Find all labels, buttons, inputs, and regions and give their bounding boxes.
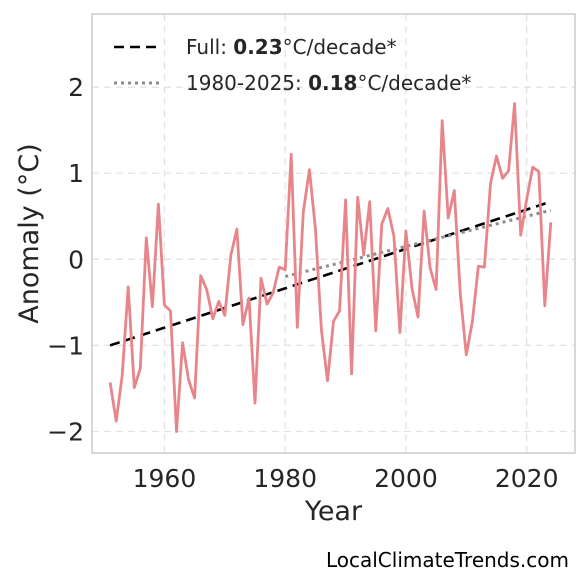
trend-lines	[109, 200, 552, 347]
y-tick-label: 1	[68, 159, 84, 188]
recent-trend-line	[284, 208, 552, 278]
full-trend-line	[109, 200, 552, 347]
y-tick-label: 2	[68, 73, 84, 102]
y-axis-label: Anomaly (°C)	[14, 143, 45, 323]
legend-recent-label: 1980-2025: 0.18°C/decade*	[186, 71, 471, 95]
legend: Full: 0.23°C/decade* 1980-2025: 0.18°C/de…	[114, 35, 471, 95]
y-tick-label: −1	[47, 331, 84, 360]
y-tick-label: −2	[47, 417, 84, 446]
grid	[92, 14, 575, 453]
x-tick-labels: 1960 1980 2000 2020	[133, 464, 559, 493]
y-tick-labels: 2 1 0 −1 −2	[47, 73, 84, 446]
x-axis-label: Year	[304, 496, 363, 527]
y-tick-label: 0	[68, 245, 84, 274]
legend-full-label: Full: 0.23°C/decade*	[186, 35, 397, 59]
plot-frame	[91, 13, 576, 454]
anomaly-series-line	[108, 102, 553, 433]
data-series	[108, 102, 553, 433]
x-tick-label: 1960	[133, 464, 197, 493]
x-tick-label: 1980	[253, 464, 317, 493]
credit-text: LocalClimateTrends.com	[325, 548, 569, 572]
x-tick-label: 2020	[495, 464, 559, 493]
x-tick-label: 2000	[374, 464, 438, 493]
